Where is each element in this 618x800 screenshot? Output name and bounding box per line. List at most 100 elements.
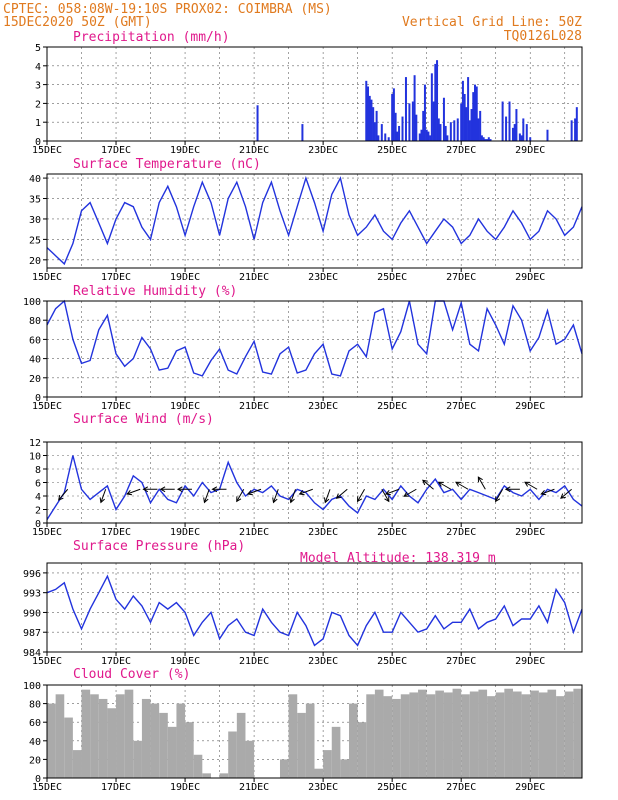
- precipitation-bar: [570, 120, 573, 141]
- header-location: CPTEC: 058:08W-19:10S PROX02: COIMBRA (M…: [3, 2, 332, 17]
- pressure-xtick-label: 25DEC: [377, 656, 407, 667]
- pressure-ytick-label: 990: [23, 608, 41, 619]
- cloud-cover-area-column: [409, 692, 419, 778]
- precipitation-bar: [384, 133, 387, 141]
- wind-arrow-shaft: [495, 489, 504, 502]
- wind-arrow-shaft: [438, 481, 452, 490]
- wind-arrow-shaft: [58, 488, 69, 501]
- precipitation-bar: [425, 129, 428, 141]
- precipitation-bar: [365, 80, 368, 141]
- wind-arrow: [203, 489, 210, 504]
- temperature-xtick-label: 23DEC: [308, 272, 338, 283]
- wind-xtick-label: 27DEC: [446, 527, 476, 538]
- wind-arrow: [477, 476, 486, 490]
- cloud-cover-area-column: [202, 773, 211, 778]
- humidity-panel: Relative Humidity (%) 0 20 40 60 80 100 15DEC 17…: [23, 284, 583, 412]
- wind-arrow-head: [524, 481, 531, 487]
- wind-arrow-shaft: [126, 488, 141, 495]
- precipitation-bar: [446, 135, 449, 141]
- temperature-xtick-label: 21DEC: [239, 272, 269, 283]
- wind-arrow-shaft: [100, 489, 107, 503]
- wind-xtick-label: 23DEC: [308, 527, 338, 538]
- wind-arrow-shaft: [203, 489, 210, 503]
- wind-arrow: [142, 486, 158, 493]
- wind-arrow: [99, 489, 107, 504]
- wind-xtick-label: 29DEC: [515, 527, 545, 538]
- cloud-cover-area-column: [98, 698, 108, 778]
- wind-arrow-head: [403, 491, 410, 497]
- cloud-cover-ytick-label: 100: [23, 681, 41, 692]
- cloud-cover-area-column: [305, 703, 315, 778]
- wind-arrow-head: [504, 486, 511, 493]
- precipitation-bar: [387, 137, 390, 141]
- precipitation-xtick-label: 19DEC: [170, 145, 200, 156]
- wind-xtick-label: 19DEC: [170, 527, 200, 538]
- temperature-xtick-label: 25DEC: [377, 272, 407, 283]
- pressure-ytick-label: 987: [23, 628, 41, 639]
- wind-arrow-head: [236, 496, 242, 503]
- cloud-cover-area-column: [383, 696, 393, 778]
- wind-arrow-head: [384, 489, 391, 496]
- wind-xtick-label: 15DEC: [32, 527, 62, 538]
- humidity-xtick-label: 17DEC: [101, 401, 131, 412]
- precipitation-bar: [505, 116, 508, 141]
- cloud-cover-area-column: [150, 703, 160, 778]
- precipitation-bar: [439, 124, 442, 141]
- cloud-cover-area-column: [236, 712, 246, 778]
- temperature-xtick-label: 27DEC: [446, 272, 476, 283]
- wind-arrow-head: [540, 489, 547, 496]
- precipitation-bar: [368, 95, 371, 141]
- wind-arrow-shaft: [403, 488, 417, 497]
- precipitation-bar: [518, 133, 521, 141]
- precipitation-bar: [474, 84, 476, 141]
- cloud-cover-area-column: [564, 691, 574, 778]
- precipitation-ytick-label: 5: [35, 43, 41, 54]
- precipitation-bar: [420, 129, 423, 141]
- pressure-ytick-label: 984: [23, 648, 41, 659]
- precipitation-bar: [377, 135, 380, 141]
- wind-arrow: [236, 489, 245, 503]
- precipitation-bar: [408, 103, 411, 141]
- precipitation-bar: [463, 94, 466, 141]
- precipitation-xtick-label: 17DEC: [101, 145, 131, 156]
- precipitation-bar: [511, 127, 514, 141]
- wind-xtick-label: 21DEC: [239, 527, 269, 538]
- cloud-cover-area-column: [461, 694, 470, 778]
- wind-arrow-head: [477, 476, 483, 483]
- precipitation-bar: [449, 122, 452, 141]
- precipitation-bar: [477, 118, 480, 141]
- wind-panel: Surface Wind (m/s) 0 2 4 6 8 10 12 15DEC 17DEC 19D…: [29, 412, 583, 538]
- wind-ytick-label: 0: [35, 519, 41, 530]
- cloud-cover-area-column: [176, 703, 186, 778]
- precipitation-bar: [301, 124, 304, 141]
- precipitation-xtick-label: 15DEC: [32, 145, 62, 156]
- humidity-xtick-label: 25DEC: [377, 401, 407, 412]
- precipitation-bar: [465, 107, 468, 141]
- precipitation-ytick-label: 2: [35, 99, 41, 110]
- precipitation-bar: [427, 131, 430, 141]
- precipitation-bar: [398, 125, 401, 141]
- wind-arrow-shaft: [455, 481, 469, 490]
- cloud-cover-area-column: [193, 754, 203, 778]
- cloud-cover-area-column: [340, 759, 350, 778]
- cloud-cover-area-column: [245, 740, 255, 778]
- wind-arrow: [246, 488, 262, 496]
- wind-arrow-head: [289, 497, 295, 504]
- wind-arrow-shaft: [422, 479, 434, 490]
- wind-arrow: [298, 488, 313, 496]
- humidity-ytick-label: 40: [29, 355, 41, 366]
- temperature-panel: Surface Temperature (nC) 20 25 30 35 40 15DEC 1…: [29, 157, 583, 283]
- cloud-cover-xtick-label: 19DEC: [170, 782, 200, 793]
- wind-arrow-shaft: [272, 489, 279, 503]
- precipitation-bar: [515, 109, 518, 141]
- temperature-xtick-label: 29DEC: [515, 272, 545, 283]
- temperature-frame: [46, 173, 583, 269]
- wind-arrow-head: [560, 493, 566, 499]
- cloud-cover-ytick-label: 40: [29, 737, 41, 748]
- precipitation-bar: [470, 109, 473, 141]
- cloud-cover-area-column: [55, 694, 65, 778]
- wind-arrow-shaft: [560, 488, 572, 499]
- wind-arrow-shaft: [385, 488, 400, 495]
- wind-ytick-label: 6: [35, 479, 41, 490]
